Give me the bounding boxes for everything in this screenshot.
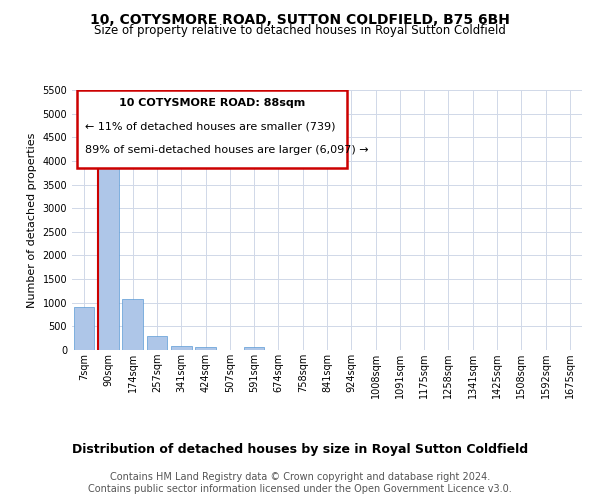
Bar (244, 347, 265, 350)
Bar (195, 347, 216, 350)
Bar (122, 300, 143, 350)
Text: 89% of semi-detached houses are larger (6,097) →: 89% of semi-detached houses are larger (… (85, 144, 368, 154)
Text: Distribution of detached houses by size in Royal Sutton Coldfield: Distribution of detached houses by size … (72, 442, 528, 456)
Text: 10 COTYSMORE ROAD: 88sqm: 10 COTYSMORE ROAD: 88sqm (119, 98, 305, 108)
Text: Size of property relative to detached houses in Royal Sutton Coldfield: Size of property relative to detached ho… (94, 24, 506, 37)
Bar (171, 346, 191, 350)
Bar (74, 308, 94, 350)
Text: Contains HM Land Registry data © Crown copyright and database right 2024.: Contains HM Land Registry data © Crown c… (110, 472, 490, 482)
Bar (146, 336, 167, 350)
Text: ← 11% of detached houses are smaller (739): ← 11% of detached houses are smaller (73… (85, 121, 335, 131)
Bar (98, 134, 119, 350)
Y-axis label: Number of detached properties: Number of detached properties (27, 132, 37, 308)
Text: 10, COTYSMORE ROAD, SUTTON COLDFIELD, B75 6BH: 10, COTYSMORE ROAD, SUTTON COLDFIELD, B7… (90, 12, 510, 26)
Text: Contains public sector information licensed under the Open Government Licence v3: Contains public sector information licen… (88, 484, 512, 494)
FancyBboxPatch shape (77, 90, 347, 168)
